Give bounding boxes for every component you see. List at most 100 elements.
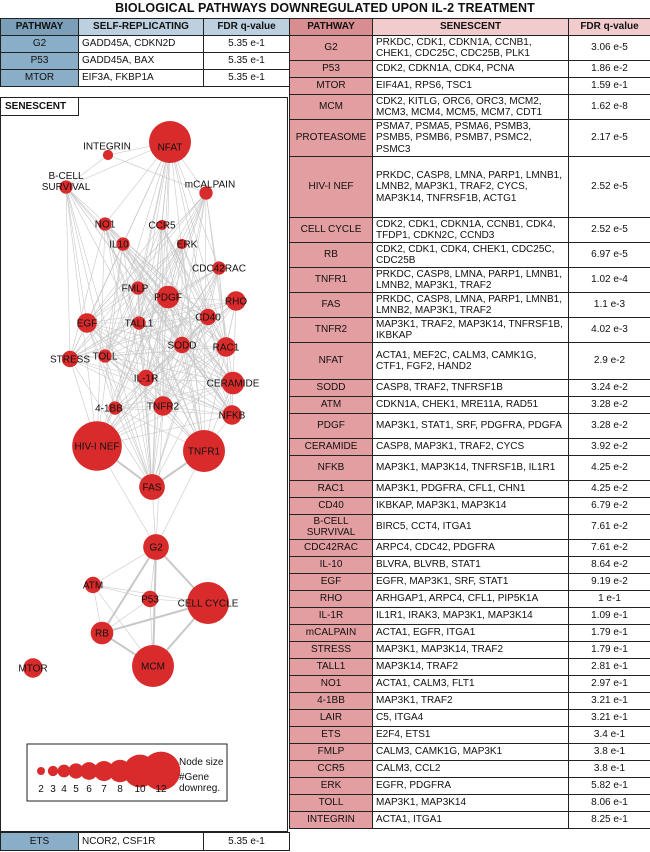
table-row: IL-10 BLVRA, BLVRB, STAT1 8.64 e-2 <box>289 556 650 574</box>
fdr-cell: 3.28 e-2 <box>568 396 650 414</box>
genes-cell: CASP8, MAP3K1, TRAF2, CYCS <box>372 438 569 456</box>
fdr-cell: 1.86 e-2 <box>568 60 650 78</box>
table-row: P53 GADD45A, BAX 5.35 e-1 <box>0 52 290 70</box>
table-row: CD40 IKBKAP, MAP3K1, MAP3K14 6.79 e-2 <box>289 497 650 515</box>
pathway-cell: mCALPAIN <box>289 624 373 642</box>
fdr-cell: 1.1 e-3 <box>568 292 650 318</box>
network-edge <box>65 154 109 188</box>
pathway-cell: SODD <box>289 379 373 397</box>
node-label: TNFR1 <box>188 447 221 458</box>
network-edge <box>104 223 233 416</box>
network-edge <box>69 243 183 360</box>
table-row: CERAMIDE CASP8, MAP3K1, TRAF2, CYCS 3.92 e… <box>289 438 650 456</box>
network-node: PDGF <box>154 285 182 309</box>
network-node: EGF <box>77 313 97 333</box>
network-node: CCR5 <box>148 219 176 232</box>
fdr-cell: 2.52 e-5 <box>568 217 650 243</box>
legend-circle <box>47 765 59 777</box>
pathway-cell: B-CELL SURVIVAL <box>289 514 373 540</box>
node-circle <box>187 582 229 624</box>
genes-cell: BLVRA, BLVRB, STAT1 <box>372 556 569 574</box>
network-edge <box>104 355 153 488</box>
network-edge <box>167 296 233 416</box>
node-circle <box>77 313 97 333</box>
legend-subtitle: #Gene downreg. <box>179 772 220 794</box>
network-edge <box>86 322 233 416</box>
pathway-cell: RHO <box>289 590 373 608</box>
genes-cell: MAP3K1, STAT1, SRF, PDGFRA, PDGFA <box>372 413 569 439</box>
network-edge <box>69 192 207 360</box>
fdr-cell: 1.09 e-1 <box>568 607 650 625</box>
network-edge <box>104 355 234 384</box>
node-circle <box>176 238 188 250</box>
fdr-cell: 1.59 e-1 <box>568 77 650 95</box>
fdr-cell: 5.35 e-1 <box>203 52 290 70</box>
network-edge <box>151 224 163 488</box>
fdr-cell: 8.25 e-1 <box>568 811 650 829</box>
network-edge <box>151 141 171 488</box>
network-node: INTEGRIN <box>83 142 131 161</box>
network-edge <box>86 287 139 324</box>
node-circle <box>131 281 145 295</box>
table-row: FMLP CALM3, CAMK1G, MAP3K1 3.8 e-1 <box>289 743 650 761</box>
genes-cell: EGFR, PDGFRA <box>372 777 569 795</box>
network-edge <box>161 224 209 318</box>
network-edge <box>69 358 147 379</box>
network-label: SENESCENT <box>1 98 79 116</box>
node-label: NFKB <box>219 411 246 422</box>
node-label: RAC1 <box>213 343 240 354</box>
network-edge <box>122 243 234 384</box>
genes-cell: PRKDC, CASP8, LMNA, PARP1, LMNB1, LMNB2,… <box>372 156 569 218</box>
network-edge <box>162 405 233 416</box>
network-edge <box>207 316 233 416</box>
genes-cell: EIF3A, FKBP1A <box>78 69 204 87</box>
node-label: MCM <box>141 662 165 673</box>
genes-cell: MAP3K1, MAP3K14, TNFRSF1B, IL1R1 <box>372 455 569 481</box>
pathway-cell: CD40 <box>289 497 373 515</box>
network-node: IL10 <box>109 237 130 251</box>
genes-cell: CALM3, CCL2 <box>372 760 569 778</box>
pathway-cell: PDGF <box>289 413 373 439</box>
network-edge <box>69 223 106 360</box>
genes-cell: C5, ITGA4 <box>372 709 569 727</box>
network-edge <box>207 267 220 318</box>
table-row: INTEGRIN ACTA1, ITGA1 8.25 e-1 <box>289 811 650 829</box>
fdr-cell: 6.97 e-5 <box>568 242 650 268</box>
network-node: ATM <box>83 576 103 594</box>
node-circle <box>61 350 79 368</box>
node-circle <box>72 421 122 471</box>
table-row: PROTEASOME PSMA7, PSMA5, PSMA6, PSMB3, PS… <box>289 119 650 157</box>
node-circle <box>132 645 174 687</box>
table-row: ATM CDKN1A, CHEK1, MRE11A, RAD51 3.28 e-2 <box>289 396 650 414</box>
node-label: CERAMIDE <box>207 379 260 390</box>
network-node: CELL CYCLE <box>178 582 239 624</box>
table-row: NFKB MAP3K1, MAP3K14, TNFRSF1B, IL1R1 4.25… <box>289 455 650 481</box>
network-edge <box>96 223 106 447</box>
network-node: P53 <box>141 590 159 608</box>
fdr-cell: 1.02 e-4 <box>568 267 650 293</box>
network-edge <box>145 377 233 416</box>
table-row: G2 GADD45A, CDKN2D 5.35 e-1 <box>0 35 290 53</box>
genes-cell: ACTA1, CALM3, FLT1 <box>372 675 569 693</box>
fdr-cell: 6.79 e-2 <box>568 497 650 515</box>
network-edge <box>69 358 233 416</box>
table-row: MTOR EIF3A, FKBP1A 5.35 e-1 <box>0 69 290 87</box>
node-label: mCALPAIN <box>185 180 235 191</box>
table-row: SODD CASP8, TRAF2, TNFRSF1B 3.24 e-2 <box>289 379 650 397</box>
pathway-cell: TOLL <box>289 794 373 812</box>
genes-cell: GADD45A, BAX <box>78 52 204 70</box>
node-label: FAS <box>143 483 162 494</box>
network-edge <box>167 296 234 384</box>
genes-cell: CDK2, CDKN1A, CDK4, PCNA <box>372 60 569 78</box>
legend-value: 3 <box>50 784 56 795</box>
genes-cell: IKBKAP, MAP3K1, MAP3K14 <box>372 497 569 515</box>
node-circle <box>98 217 112 231</box>
fdr-cell: 1 e-1 <box>568 590 650 608</box>
network-edge <box>161 224 233 416</box>
node-circle <box>139 474 165 500</box>
network-node: B-CELL SURVIVAL <box>42 171 91 194</box>
node-label: TNFR2 <box>147 402 180 413</box>
network-node: 4-1BB <box>95 401 123 415</box>
network-node: NO1 <box>95 217 116 231</box>
pathway-cell: CELL CYCLE <box>289 217 373 243</box>
